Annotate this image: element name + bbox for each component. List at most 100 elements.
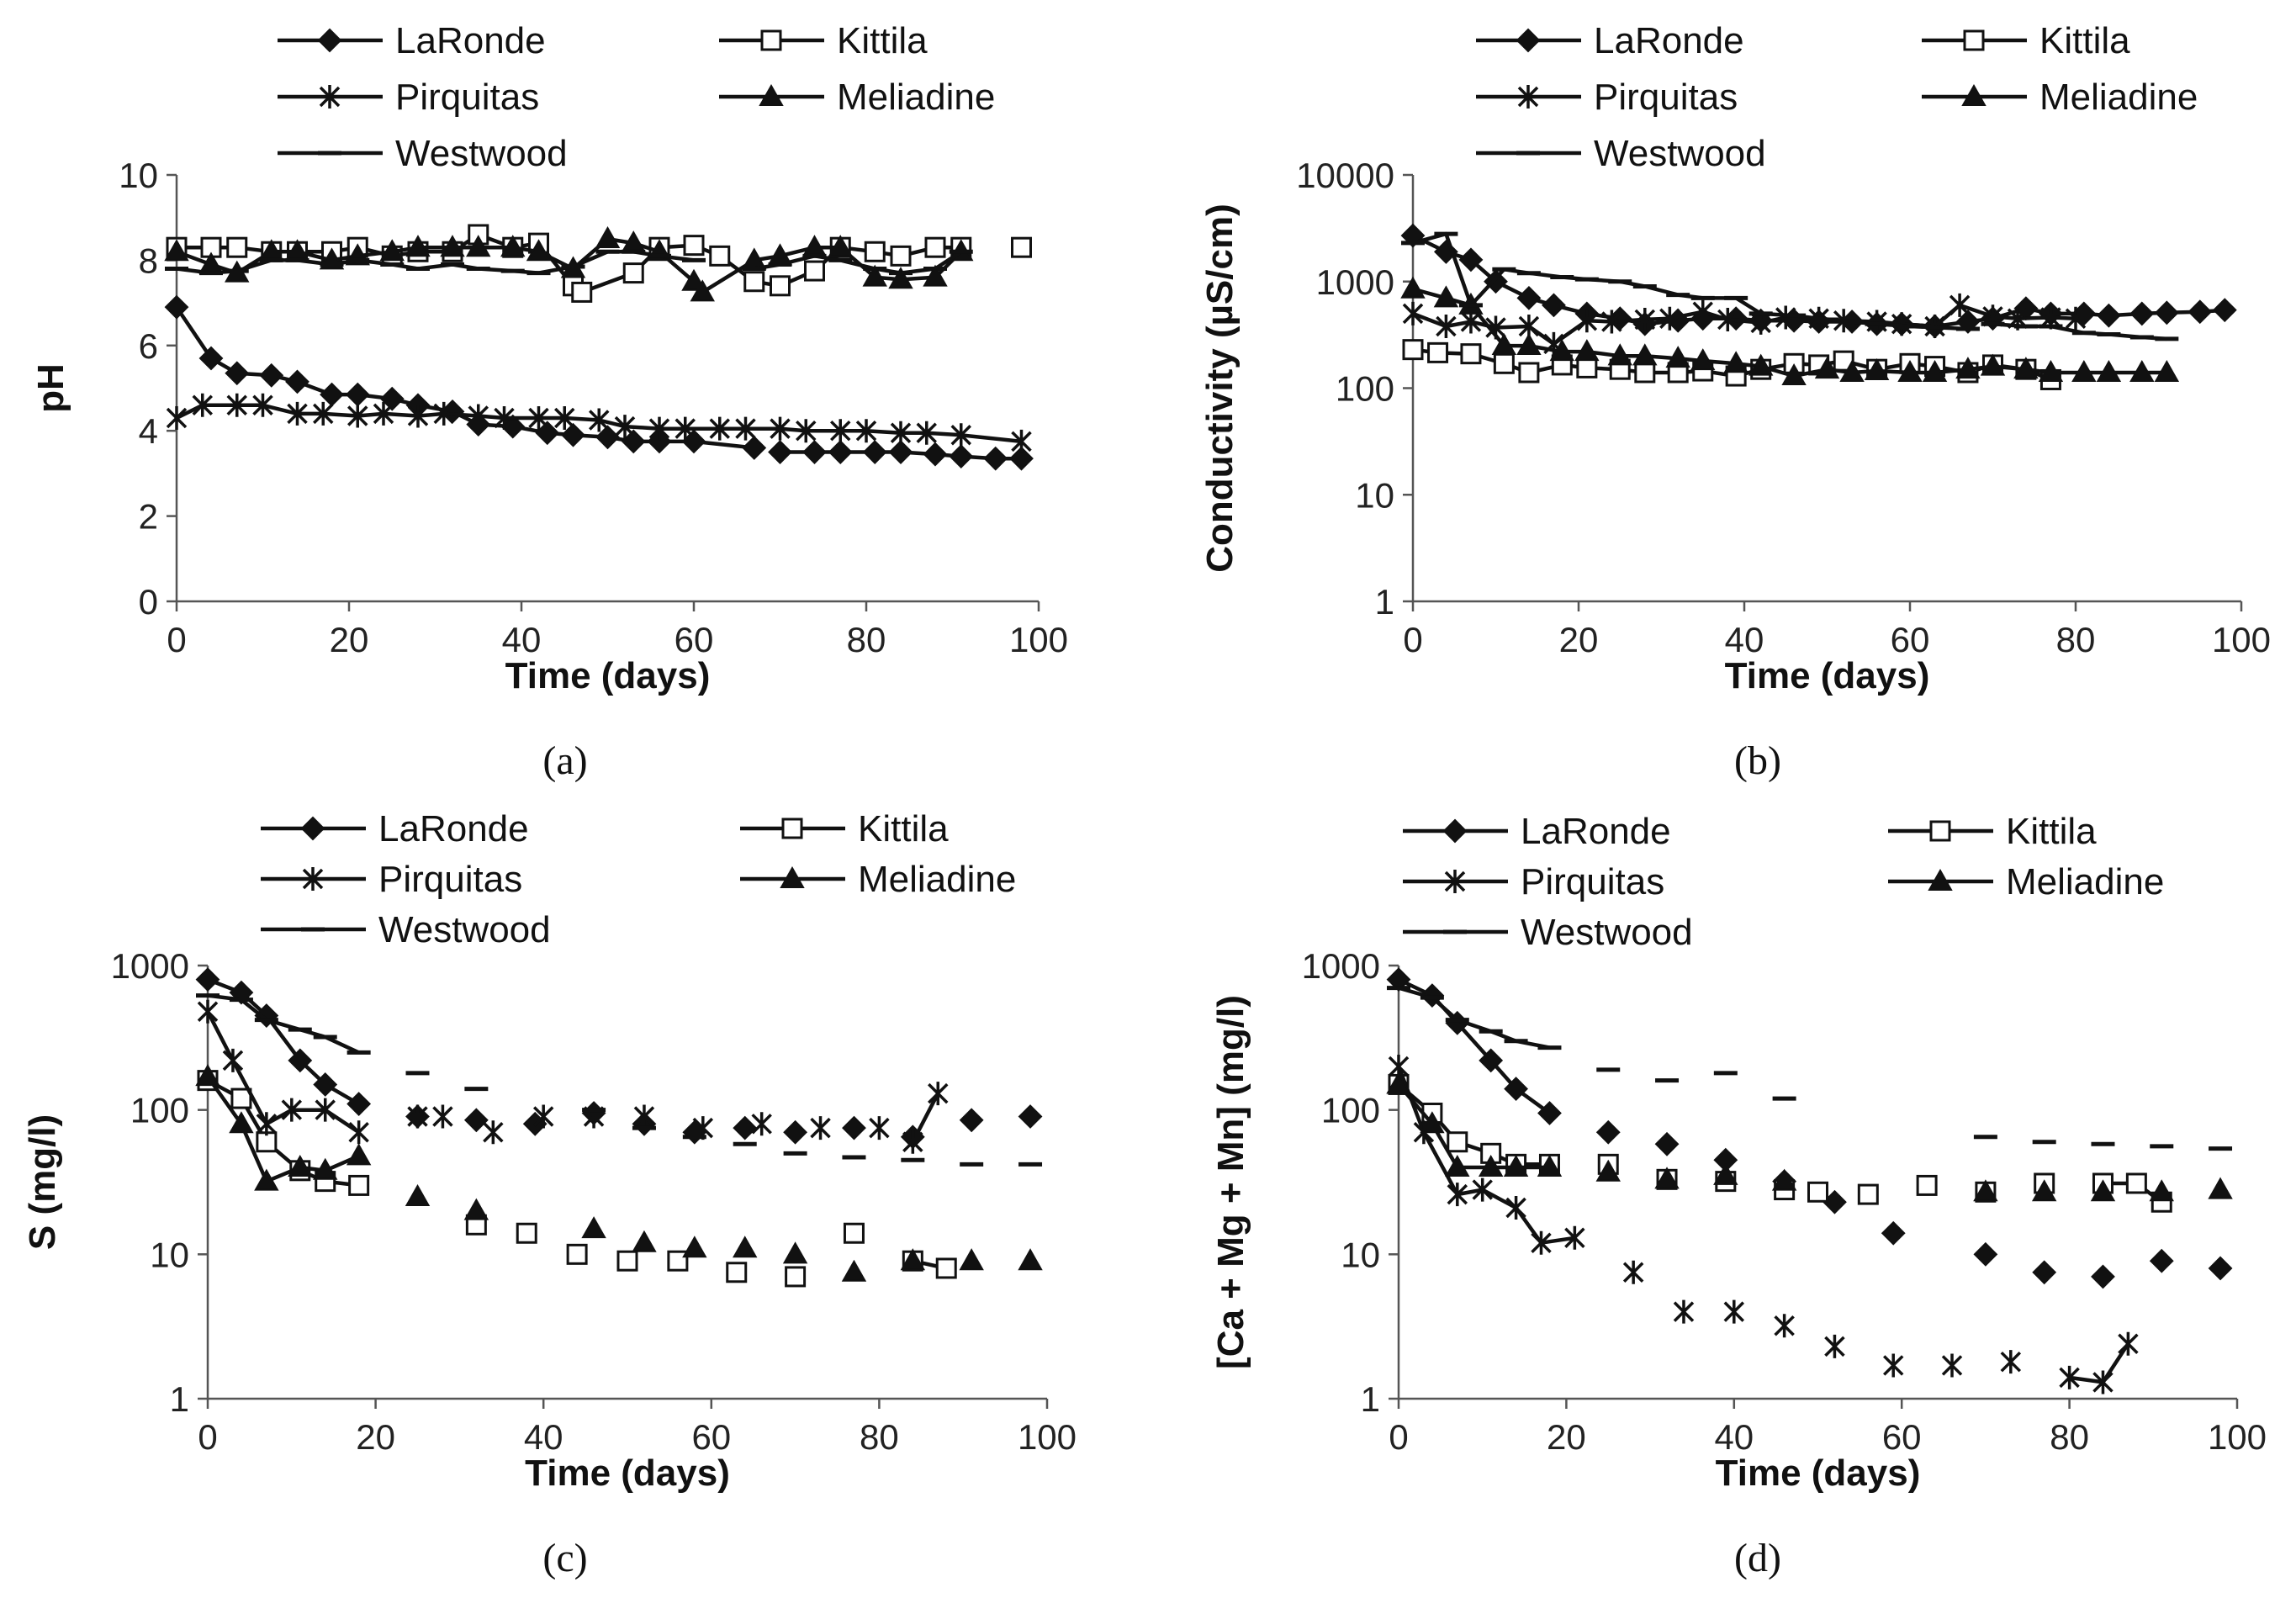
y-tick-label: 1	[1361, 1379, 1380, 1419]
data-point-laronde	[595, 425, 620, 450]
y-tick-label: 1000	[1302, 946, 1380, 986]
series-laronde	[195, 967, 1043, 1150]
data-point-pirquitas	[222, 1048, 244, 1072]
data-point-kittila	[348, 1174, 370, 1196]
data-point-meliadine	[2038, 359, 2064, 382]
legend-marker-laronde	[1516, 28, 1541, 53]
data-point-pirquitas	[1601, 310, 1622, 334]
x-axis-label: Time (days)	[505, 655, 711, 696]
data-point-kittila	[616, 1250, 638, 1272]
data-point-meliadine	[2208, 1177, 2233, 1199]
data-point-pirquitas	[287, 401, 308, 426]
data-point-meliadine	[379, 239, 405, 262]
x-tick-label: 20	[330, 620, 369, 659]
data-point-meliadine	[888, 267, 913, 289]
data-point-pirquitas	[252, 393, 273, 417]
legend-label-meliadine: Meliadine	[858, 859, 1016, 900]
data-point-kittila	[1916, 1174, 1938, 1196]
data-point-laronde	[1458, 247, 1484, 273]
data-point-laronde	[164, 294, 189, 320]
data-point-laronde	[313, 1072, 338, 1097]
data-point-meliadine	[346, 1143, 372, 1166]
data-point-laronde	[2208, 1256, 2233, 1281]
data-point-laronde	[768, 440, 792, 464]
data-point-laronde	[983, 446, 1008, 471]
legend-label-laronde: LaRonde	[395, 20, 546, 61]
x-tick-label: 0	[1389, 1417, 1408, 1457]
data-point-kittila	[1460, 343, 1482, 365]
data-point-pirquitas	[614, 415, 636, 439]
data-point-pirquitas	[2065, 306, 2087, 331]
data-point-kittila	[1402, 339, 1424, 361]
data-point-meliadine	[500, 235, 526, 257]
y-tick-label: 10	[1341, 1235, 1380, 1274]
data-point-pirquitas	[2118, 1331, 2139, 1356]
data-point-meliadine	[733, 1236, 758, 1258]
data-point-pirquitas	[2000, 1350, 2022, 1374]
legend-label-kittila: Kittila	[858, 808, 949, 849]
data-point-pirquitas	[1866, 310, 1887, 334]
series-line-pirquitas	[1412, 303, 2076, 347]
data-point-pirquitas	[1824, 1334, 1845, 1358]
data-point-laronde	[802, 440, 827, 464]
data-point-meliadine	[1748, 353, 1774, 376]
data-point-kittila	[1807, 1181, 1828, 1203]
legend-entry-laronde: LaRonde	[261, 808, 529, 849]
data-point-pirquitas	[347, 404, 368, 428]
data-point-pirquitas	[494, 405, 515, 430]
series-westwood	[196, 993, 1043, 1167]
data-point-pirquitas	[1564, 1225, 1585, 1250]
data-point-kittila	[1427, 341, 1449, 363]
data-point-laronde	[1516, 285, 1542, 310]
data-point-pirquitas	[2059, 1365, 2080, 1389]
data-point-meliadine	[2013, 357, 2039, 379]
x-tick-label: 100	[2212, 620, 2271, 659]
data-point-laronde	[1542, 293, 1566, 318]
data-point-pirquitas	[197, 999, 219, 1024]
legend-label-kittila: Kittila	[2006, 811, 2097, 852]
legend-label-pirquitas: Pirquitas	[395, 77, 539, 118]
y-tick-label: 10	[150, 1235, 189, 1274]
legend: LaRonde Kittila Pirquitas Meliadine Westwood	[278, 20, 995, 174]
data-point-kittila	[935, 1257, 957, 1279]
legend-label-laronde: LaRonde	[1594, 20, 1744, 61]
data-point-kittila	[726, 1262, 748, 1283]
data-point-meliadine	[581, 1216, 606, 1239]
panel-c: 1 10 100 1000 0 20 40 60 80 100 Time (days) S (mg/l…	[22, 808, 1077, 1580]
x-axis-label: Time (days)	[525, 1453, 730, 1494]
data-point-pirquitas	[675, 416, 696, 441]
data-point-meliadine	[2090, 1179, 2116, 1202]
data-point-meliadine	[1723, 351, 1748, 373]
data-point-laronde	[561, 422, 585, 447]
x-tick-label: 60	[1882, 1417, 1922, 1457]
data-point-meliadine	[2031, 1179, 2057, 1202]
legend-label-pirquitas: Pirquitas	[1594, 77, 1738, 118]
data-point-meliadine	[2096, 359, 2122, 382]
data-point-pirquitas	[313, 401, 334, 426]
data-point-laronde	[1386, 967, 1411, 992]
legend-entry-pirquitas: Pirquitas	[1476, 77, 1738, 118]
data-point-kittila	[924, 236, 946, 258]
legend-marker-kittila	[1929, 820, 1951, 842]
data-point-laronde	[783, 1119, 808, 1145]
data-point-meliadine	[1478, 1154, 1504, 1177]
y-axis-label: S (mg/l)	[22, 1114, 63, 1250]
legend-label-meliadine: Meliadine	[2006, 861, 2164, 902]
data-point-pirquitas	[256, 1112, 278, 1136]
x-tick-label: 40	[502, 620, 542, 659]
data-point-pirquitas	[1717, 307, 1738, 331]
data-point-pirquitas	[1505, 1196, 1526, 1220]
legend-label-westwood: Westwood	[378, 909, 551, 950]
data-point-pirquitas	[770, 416, 791, 441]
legend-label-kittila: Kittila	[837, 20, 928, 61]
legend-entry-laronde: LaRonde	[278, 20, 546, 61]
data-point-pirquitas	[554, 405, 575, 430]
data-point-laronde	[1479, 1048, 1504, 1073]
data-point-pirquitas	[902, 1130, 923, 1154]
data-point-pirquitas	[830, 419, 851, 443]
data-point-laronde	[842, 1115, 866, 1140]
data-point-meliadine	[1491, 333, 1517, 356]
data-point-meliadine	[690, 279, 715, 302]
legend-entry-kittila: Kittila	[1922, 20, 2130, 61]
